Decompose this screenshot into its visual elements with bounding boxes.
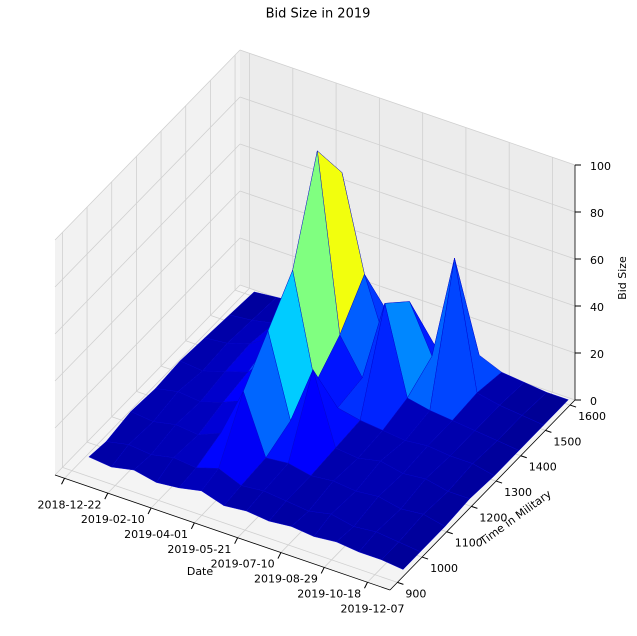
y-tick bbox=[446, 531, 453, 535]
z-tick-label: 60 bbox=[590, 254, 604, 267]
z-tick-label: 100 bbox=[590, 160, 611, 173]
x-tick-label: 2019-05-21 bbox=[167, 543, 231, 556]
y-tick-label: 1200 bbox=[479, 511, 507, 524]
y-tick bbox=[569, 404, 577, 408]
y-tick bbox=[471, 505, 478, 509]
x-tick-label: 2018-12-22 bbox=[38, 498, 102, 511]
y-tick-label: 1400 bbox=[529, 461, 557, 474]
grid-line bbox=[239, 190, 576, 307]
x-axis-label: Date bbox=[187, 565, 214, 578]
grid-line bbox=[54, 96, 241, 288]
grid-line bbox=[239, 49, 576, 166]
grid-line bbox=[239, 96, 576, 213]
y-tick bbox=[545, 429, 552, 433]
y-tick-label: 900 bbox=[405, 587, 426, 600]
x-tick-label: 2019-10-18 bbox=[297, 587, 361, 600]
x-axis-line bbox=[54, 474, 391, 591]
x-tick bbox=[104, 492, 109, 500]
x-tick-label: 2019-12-07 bbox=[341, 602, 405, 615]
left-pane bbox=[55, 50, 240, 475]
y-tick-label: 1100 bbox=[455, 537, 483, 550]
grid-line bbox=[62, 467, 398, 583]
x-tick bbox=[61, 478, 65, 485]
y-tick-label: 1000 bbox=[430, 562, 458, 575]
y-tick bbox=[421, 556, 429, 560]
chart-title: Bid Size in 2019 bbox=[266, 7, 371, 22]
z-tick-label: 0 bbox=[590, 395, 597, 408]
z-tick-label: 40 bbox=[590, 301, 604, 314]
z-tick-label: 20 bbox=[590, 348, 604, 361]
grid-line bbox=[54, 49, 241, 241]
grid-line bbox=[54, 143, 241, 335]
y-tick bbox=[495, 480, 503, 484]
y-tick-label: 1600 bbox=[578, 410, 606, 423]
y-axis-line bbox=[389, 399, 576, 591]
grid-line bbox=[64, 287, 250, 479]
z-tick-label: 80 bbox=[590, 207, 604, 220]
z-axis-label: Bid Size bbox=[616, 256, 629, 300]
grid-line bbox=[54, 190, 241, 382]
x-tick bbox=[277, 552, 282, 559]
x-tick bbox=[364, 582, 368, 589]
x-tick bbox=[234, 537, 239, 544]
x-tick-label: 2019-04-01 bbox=[124, 528, 188, 541]
y-tick bbox=[397, 581, 404, 585]
y-tick-label: 1300 bbox=[504, 486, 532, 499]
grid-line bbox=[54, 284, 241, 476]
x-tick bbox=[320, 567, 325, 574]
x-tick-label: 2019-07-10 bbox=[211, 558, 275, 571]
surface-patch bbox=[381, 541, 421, 570]
y-tick bbox=[520, 455, 527, 459]
grid-line bbox=[239, 143, 576, 260]
x-tick bbox=[190, 522, 195, 530]
x-tick-label: 2019-02-10 bbox=[81, 513, 145, 526]
x-tick-label: 2019-08-29 bbox=[254, 573, 318, 586]
x-tick bbox=[147, 507, 152, 515]
y-tick-label: 1500 bbox=[553, 435, 581, 448]
grid-line bbox=[54, 237, 241, 429]
